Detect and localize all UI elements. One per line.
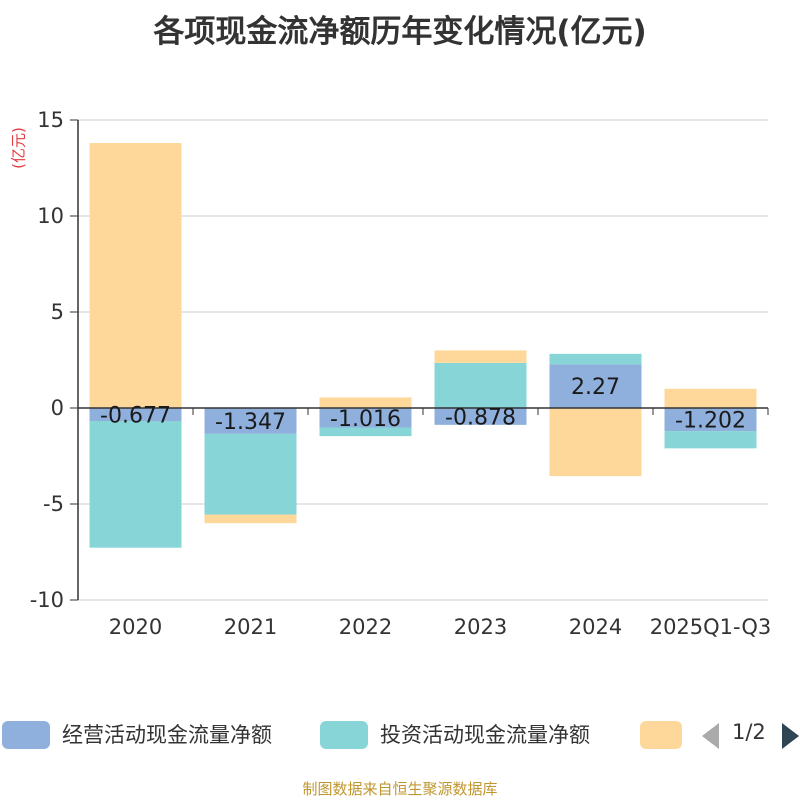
y-tick-label: 10 xyxy=(37,204,64,228)
bar-segment xyxy=(549,364,642,408)
x-category-label: 2021 xyxy=(224,615,277,639)
x-category-label: 2023 xyxy=(454,615,507,639)
y-tick-label: -10 xyxy=(30,588,64,612)
cash-flow-chart: 15 10 5 0 -5 -10 -0.677 -1.347 -1.016 -0.878 2.27 -… xyxy=(30,108,772,639)
bar-segment xyxy=(434,362,527,408)
data-label: -1.016 xyxy=(330,407,401,432)
data-label: -0.677 xyxy=(100,403,171,428)
bar-segment xyxy=(319,397,412,408)
bar-segment xyxy=(204,408,297,434)
y-tick-label: -5 xyxy=(43,492,64,516)
x-category-label: 2020 xyxy=(109,615,162,639)
legend-label-operating: 经营活动现金流量净额 xyxy=(62,723,272,747)
pager-next-icon[interactable] xyxy=(782,723,799,749)
legend-pager: 1/2 xyxy=(700,718,800,754)
bar-segment xyxy=(319,408,412,428)
bar-segment xyxy=(204,514,297,524)
bar-segment xyxy=(549,353,642,365)
bar-segment xyxy=(89,143,182,409)
data-label: -1.347 xyxy=(215,410,286,435)
bar-segment xyxy=(319,427,412,437)
legend-swatch-financing xyxy=(640,721,682,749)
bar-segment xyxy=(204,433,297,515)
x-category-label: 2024 xyxy=(569,615,622,639)
y-tick-label: 5 xyxy=(51,300,64,324)
x-category-label: 2025Q1-Q3 xyxy=(650,615,772,639)
bar-segment xyxy=(89,420,182,548)
legend-swatch-operating xyxy=(2,721,50,749)
data-label: -0.878 xyxy=(445,405,516,430)
bar-segment xyxy=(89,408,182,421)
chart-title: 各项现金流净额历年变化情况(亿元) xyxy=(153,14,647,50)
x-category-label: 2022 xyxy=(339,615,392,639)
data-label: 2.27 xyxy=(571,375,620,400)
legend: 经营活动现金流量净额 投资活动现金流量净额 xyxy=(0,716,800,756)
bar-segment xyxy=(664,388,757,408)
bar-segment xyxy=(434,408,527,425)
bar-segment xyxy=(434,350,527,363)
data-label: -1.202 xyxy=(675,409,746,434)
bar-segment xyxy=(664,408,757,432)
data-source-footer: 制图数据来自恒生聚源数据库 xyxy=(302,780,498,798)
bar-segment xyxy=(549,408,642,477)
pager-page-text: 1/2 xyxy=(732,720,766,744)
y-tick-label: 0 xyxy=(51,396,64,420)
pager-prev-icon[interactable] xyxy=(702,723,719,749)
legend-swatch-investing xyxy=(320,721,368,749)
bar-segment xyxy=(664,431,757,449)
legend-label-investing: 投资活动现金流量净额 xyxy=(380,723,590,747)
y-tick-label: 15 xyxy=(37,108,64,132)
